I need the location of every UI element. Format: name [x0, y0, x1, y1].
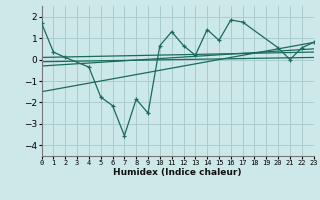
X-axis label: Humidex (Indice chaleur): Humidex (Indice chaleur) — [113, 168, 242, 177]
